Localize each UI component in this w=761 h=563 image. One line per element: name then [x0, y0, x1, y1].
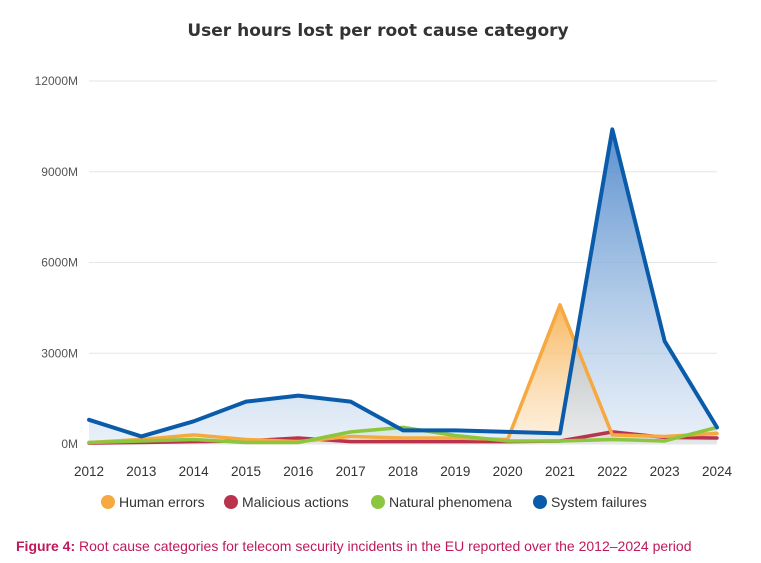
legend-item-0[interactable]: Human errors	[101, 494, 205, 510]
x-tick-label: 2021	[545, 464, 575, 479]
chart-title: User hours lost per root cause category	[187, 21, 568, 41]
series-line-0	[87, 303, 719, 445]
series-area-3	[89, 129, 717, 444]
x-tick-label: 2015	[231, 464, 261, 479]
x-tick-label: 2016	[283, 464, 313, 479]
legend-marker	[533, 495, 547, 509]
series-lines	[87, 127, 719, 445]
x-tick-label: 2024	[702, 464, 733, 479]
legend-marker	[371, 495, 385, 509]
figure-caption: Figure 4: Root cause categories for tele…	[16, 538, 691, 554]
y-tick-label: 12000M	[35, 74, 78, 88]
y-tick-label: 0M	[61, 437, 78, 451]
y-tick-label: 9000M	[41, 165, 78, 179]
legend-label: Natural phenomena	[389, 494, 512, 510]
legend-label: Human errors	[119, 494, 205, 510]
legend: Human errors Malicious actions Natural phe…	[101, 494, 647, 510]
y-tick-label: 6000M	[41, 256, 78, 270]
chart: User hours lost per root cause category …	[35, 21, 733, 510]
legend-item-3[interactable]: System failures	[533, 494, 647, 510]
series-line-2	[87, 425, 719, 445]
y-axis: 0M 3000M 6000M 9000M 12000M	[35, 74, 78, 451]
x-tick-label: 2023	[650, 464, 680, 479]
x-tick-label: 2017	[336, 464, 366, 479]
legend-marker	[224, 495, 238, 509]
series-line-3	[87, 127, 719, 439]
y-tick-label: 3000M	[41, 346, 78, 360]
legend-label: Malicious actions	[242, 494, 349, 510]
x-tick-label: 2019	[440, 464, 470, 479]
series-area-0	[89, 304, 717, 444]
x-tick-label: 2014	[179, 464, 210, 479]
legend-marker	[101, 495, 115, 509]
x-axis: 2012 2013 2014 2015 2016 2017 2018 2019 2020 2021…	[74, 464, 733, 479]
x-tick-label: 2018	[388, 464, 418, 479]
x-tick-label: 2012	[74, 464, 104, 479]
x-tick-label: 2022	[597, 464, 627, 479]
legend-item-2[interactable]: Natural phenomena	[371, 494, 512, 510]
legend-label: System failures	[551, 494, 647, 510]
legend-item-1[interactable]: Malicious actions	[224, 494, 349, 510]
x-tick-label: 2013	[126, 464, 156, 479]
caption-label: Figure 4:	[16, 538, 76, 554]
caption-text: Root cause categories for telecom securi…	[75, 538, 692, 554]
x-tick-label: 2020	[493, 464, 523, 479]
